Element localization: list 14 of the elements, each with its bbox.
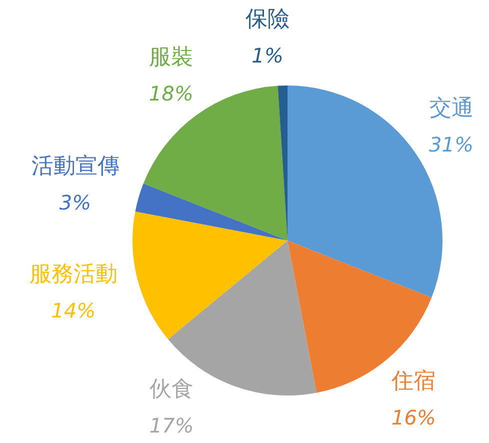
data-label: 3% (59, 190, 92, 214)
slice-label: 伙食 (150, 377, 194, 402)
slice-label: 住宿 (390, 368, 436, 394)
slice-label: 服裝 (149, 45, 194, 70)
data-label: 17% (149, 414, 194, 438)
slice-label: 活動宣傳 (31, 154, 120, 179)
data-label: 31% (429, 132, 474, 156)
data-label: 16% (391, 405, 436, 430)
data-label: 1% (252, 44, 284, 68)
slice-label: 交通 (429, 96, 474, 121)
slice-label: 服務活動 (29, 262, 118, 287)
data-label: 18% (148, 82, 194, 106)
data-label: 14% (51, 298, 96, 322)
slice-label: 保險 (245, 7, 290, 32)
